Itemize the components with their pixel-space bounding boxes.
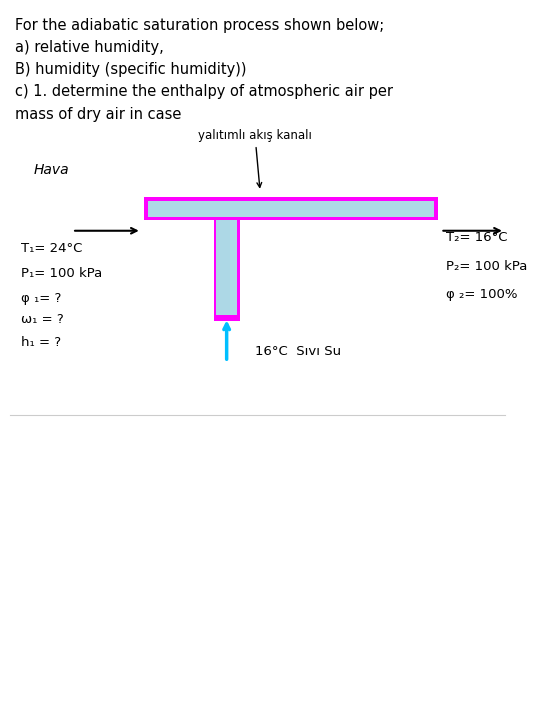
Bar [144,197,438,220]
Text: For the adiabatic saturation process shown below;
a) relative humidity,
B) humid: For the adiabatic saturation process sho… [16,18,394,121]
Bar [148,201,434,217]
Text: Hava: Hava [33,163,69,178]
Text: φ ₁= ?: φ ₁= ? [21,292,61,305]
Text: P₂= 100 kPa: P₂= 100 kPa [446,260,527,273]
Text: h₁ = ?: h₁ = ? [21,336,60,349]
Text: φ ₂= 100%: φ ₂= 100% [446,288,517,301]
Text: ω₁ = ?: ω₁ = ? [21,313,63,326]
Text: P₁= 100 kPa: P₁= 100 kPa [21,267,102,280]
Text: T₁= 24°C: T₁= 24°C [21,242,82,255]
Text: T₂= 16°C: T₂= 16°C [446,231,507,244]
Text: yalıtımlı akış kanalı: yalıtımlı akış kanalı [198,129,312,187]
Text: 16°C  Sıvı Su: 16°C Sıvı Su [255,345,341,358]
Bar [217,220,237,315]
Bar [214,220,240,321]
